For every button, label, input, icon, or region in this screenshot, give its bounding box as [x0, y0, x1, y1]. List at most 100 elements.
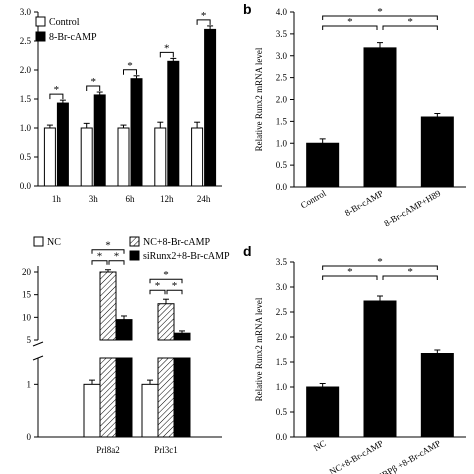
b-bar — [363, 47, 397, 188]
a-y-tick-label: 1.0 — [20, 123, 32, 133]
c-x-tick-label: Prl3c1 — [154, 445, 178, 455]
a-legend-swatch — [35, 31, 46, 42]
panel-d-chart: 0.0 0.5 1.0 1.5 2.0 2.5 3.0 3.5 Relative Runx2 m… — [254, 256, 466, 474]
c-legend-label: NC — [47, 237, 61, 248]
a-significance-bracket — [159, 51, 174, 58]
d-significance-bracket — [322, 275, 378, 280]
c-significance-bracket — [149, 289, 166, 295]
b-y-tick-label: 2.5 — [276, 73, 288, 83]
a-y-tick-label: 2.5 — [20, 36, 32, 46]
a-significance-bracket — [196, 19, 211, 25]
panel-letter-d: d — [243, 243, 252, 259]
a-x-tick-label: 3h — [89, 194, 99, 204]
a-x-tick-label: 6h — [126, 194, 136, 204]
d-y-tick-label: 1.0 — [276, 382, 288, 392]
d-bar — [306, 386, 340, 438]
b-x-tick-label: 8-Br-cAMP — [343, 188, 385, 218]
a-significance-bracket-star: * — [201, 10, 207, 22]
a-bar-Control — [154, 127, 167, 187]
c-legend-swatch — [129, 250, 140, 261]
c-bar-NC — [83, 383, 101, 438]
b-bar — [306, 142, 340, 188]
panel-b-chart: 0.0 0.5 1.0 1.5 2.0 2.5 3.0 3.5 4.0 Relative Runx… — [254, 6, 466, 228]
d-y-tick-label: 1.5 — [276, 357, 288, 367]
a-bar-Control — [191, 127, 204, 187]
c-axis-break-mark — [32, 341, 44, 347]
b-y-tick-label: 0.5 — [276, 160, 288, 170]
b-significance-bracket-star: * — [407, 16, 413, 28]
a-x-tick-label: 1h — [52, 194, 62, 204]
d-y-axis-title: Relative Runx2 mRNA level — [254, 297, 264, 401]
d-y-tick-label: 2.0 — [276, 332, 288, 342]
a-x-tick-label: 12h — [160, 194, 174, 204]
c-significance-bracket-star: * — [163, 269, 169, 281]
b-x-tick-label: 8-Br-cAMP+H89 — [382, 188, 442, 229]
c-y-tick-label: 15 — [22, 290, 32, 300]
a-significance-bracket — [49, 93, 64, 100]
c-bar-upper-NC+8-Br-cAMP — [157, 303, 175, 341]
b-significance-bracket-star: * — [347, 16, 353, 28]
a-y-tick-label: 0.5 — [20, 152, 32, 162]
a-bar-8-Br-cAMP — [204, 28, 217, 187]
a-bar-8-Br-cAMP — [130, 78, 143, 187]
d-y-tick-label: 2.5 — [276, 307, 288, 317]
c-bar-lower-siRunx2+8-Br-cAMP — [173, 357, 191, 438]
d-significance-bracket-star: * — [347, 266, 353, 278]
b-significance-bracket — [322, 25, 378, 30]
c-legend-label: NC+8-Br-cAMP — [143, 237, 211, 248]
a-bar-Control — [43, 127, 56, 187]
c-significance-bracket — [166, 289, 183, 295]
a-y-tick-label: 2.0 — [20, 65, 32, 75]
c-significance-bracket-star: * — [114, 251, 120, 263]
a-legend-label: 8-Br-cAMP — [49, 32, 97, 43]
c-bar-upper-NC+8-Br-cAMP — [99, 271, 117, 341]
b-y-tick-label: 3.5 — [276, 29, 288, 39]
c-legend-label: siRunx2+8-Br-cAMP — [143, 251, 230, 262]
c-bar-upper-siRunx2+8-Br-cAMP — [115, 319, 133, 341]
b-y-tick-label: 4.0 — [276, 7, 288, 17]
d-significance-bracket — [322, 265, 438, 270]
c-bar-lower-NC+8-Br-cAMP — [99, 357, 117, 438]
d-significance-bracket-star: * — [377, 256, 383, 268]
a-bar-8-Br-cAMP — [56, 102, 69, 187]
c-y-tick-label: 1 — [27, 379, 32, 389]
c-y-tick-label: 0 — [27, 432, 32, 442]
a-bar-Control — [117, 127, 130, 187]
a-significance-bracket-star: * — [54, 84, 60, 96]
c-y-tick-label: 5 — [27, 335, 32, 345]
b-y-tick-label: 3.0 — [276, 51, 288, 61]
b-significance-bracket — [322, 15, 438, 20]
a-significance-bracket-star: * — [127, 60, 133, 72]
d-bar — [420, 353, 454, 438]
b-y-axis-title: Relative Runx2 mRNA level — [254, 47, 264, 151]
c-y-tick-label: 20 — [22, 267, 32, 277]
c-significance-bracket-star: * — [97, 251, 103, 263]
c-bar-lower-siRunx2+8-Br-cAMP — [115, 357, 133, 438]
b-y-tick-label: 1.0 — [276, 138, 288, 148]
d-y-tick-label: 0.5 — [276, 407, 288, 417]
b-significance-bracket-star: * — [377, 6, 383, 18]
a-x-tick-label: 24h — [197, 194, 211, 204]
c-significance-bracket — [149, 278, 183, 284]
c-bar-lower-NC+8-Br-cAMP — [157, 357, 175, 438]
b-y-tick-label: 0.0 — [276, 182, 288, 192]
c-significance-bracket-star: * — [155, 280, 161, 292]
d-significance-bracket — [382, 275, 438, 280]
d-x-tick-label: NC — [312, 438, 328, 453]
d-y-tick-label: 0.0 — [276, 432, 288, 442]
c-x-tick-label: Prl8a2 — [96, 445, 120, 455]
c-significance-bracket-star: * — [105, 240, 111, 252]
b-bar — [420, 116, 454, 188]
a-bar-8-Br-cAMP — [167, 60, 180, 187]
c-significance-bracket-star: * — [172, 280, 178, 292]
a-bar-8-Br-cAMP — [93, 94, 106, 187]
d-y-tick-label: 3.5 — [276, 257, 288, 267]
d-bar — [363, 300, 397, 438]
a-legend-label: Control — [49, 17, 80, 28]
d-y-tick-label: 3.0 — [276, 282, 288, 292]
a-y-tick-label: 0.0 — [20, 181, 32, 191]
a-significance-bracket-star: * — [90, 76, 96, 88]
b-significance-bracket — [382, 25, 438, 30]
